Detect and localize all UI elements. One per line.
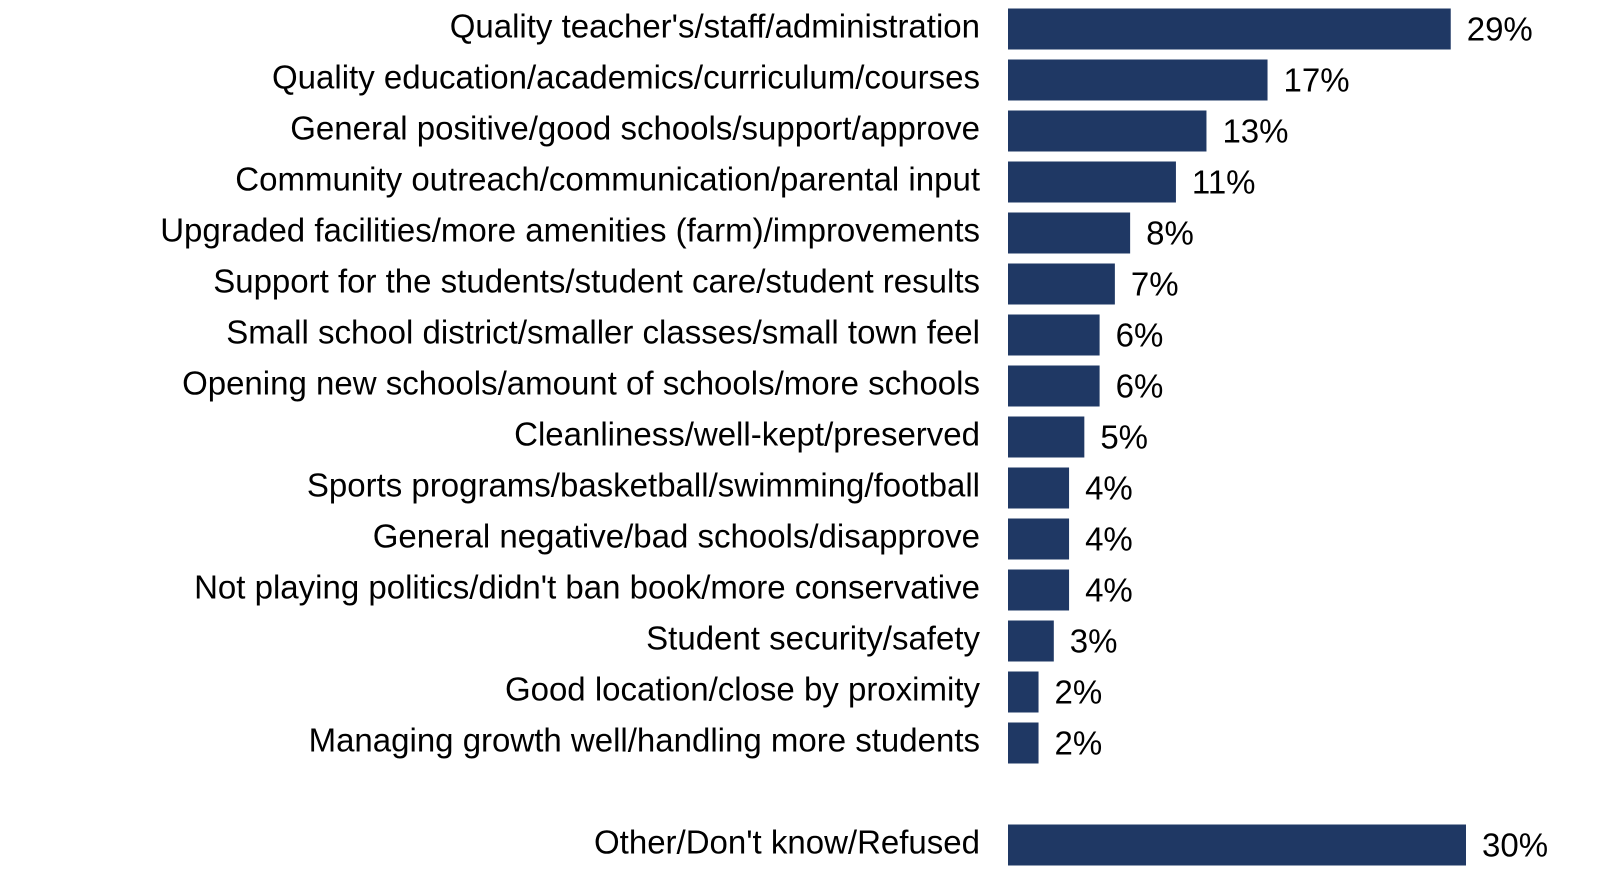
value-label: 6% xyxy=(1116,368,1164,405)
bar xyxy=(1008,314,1100,356)
value-label: 2% xyxy=(1055,674,1103,711)
bar xyxy=(1008,518,1070,560)
value-label: 3% xyxy=(1070,623,1118,660)
value-label: 7% xyxy=(1131,266,1179,303)
value-label: 4% xyxy=(1085,521,1133,558)
category-label: Small school district/smaller classes/sm… xyxy=(226,314,980,351)
bar xyxy=(1008,671,1039,713)
value-label: 13% xyxy=(1222,113,1288,150)
category-label: Managing growth well/handling more stude… xyxy=(309,722,980,759)
bar xyxy=(1008,824,1466,866)
value-label: 17% xyxy=(1284,62,1350,99)
bar xyxy=(1008,467,1070,509)
category-label: General negative/bad schools/disapprove xyxy=(373,518,980,555)
bar xyxy=(1008,263,1115,305)
bar xyxy=(1008,365,1100,407)
value-label: 6% xyxy=(1116,317,1164,354)
bar xyxy=(1008,59,1268,101)
category-label: Sports programs/basketball/swimming/foot… xyxy=(307,467,980,504)
bar xyxy=(1008,416,1085,458)
value-label: 11% xyxy=(1192,164,1256,201)
value-label: 4% xyxy=(1085,470,1133,507)
category-label: Opening new schools/amount of schools/mo… xyxy=(182,365,980,402)
value-label: 8% xyxy=(1146,215,1194,252)
value-label: 2% xyxy=(1055,725,1103,762)
bar xyxy=(1008,569,1070,611)
category-label: Community outreach/communication/parenta… xyxy=(235,161,980,198)
category-label: General positive/good schools/support/ap… xyxy=(290,110,980,147)
category-label: Upgraded facilities/more amenities (farm… xyxy=(160,212,980,249)
category-label: Other/Don't know/Refused xyxy=(594,824,980,861)
bar xyxy=(1008,212,1131,254)
value-label: 5% xyxy=(1100,419,1148,456)
bar xyxy=(1008,161,1176,203)
category-label: Not playing politics/didn't ban book/mor… xyxy=(194,569,980,606)
category-label: Good location/close by proximity xyxy=(505,671,981,708)
bar xyxy=(1008,722,1039,764)
bar xyxy=(1008,8,1451,50)
category-label: Support for the students/student care/st… xyxy=(213,263,980,300)
value-label: 29% xyxy=(1467,11,1533,48)
category-label: Student security/safety xyxy=(646,620,980,657)
category-label: Cleanliness/well-kept/preserved xyxy=(514,416,980,453)
category-label: Quality teacher's/staff/administration xyxy=(450,8,980,45)
bar xyxy=(1008,620,1054,662)
bar xyxy=(1008,110,1207,152)
category-label: Quality education/academics/curriculum/c… xyxy=(272,59,980,96)
value-label: 30% xyxy=(1482,827,1548,864)
value-label: 4% xyxy=(1085,572,1133,609)
